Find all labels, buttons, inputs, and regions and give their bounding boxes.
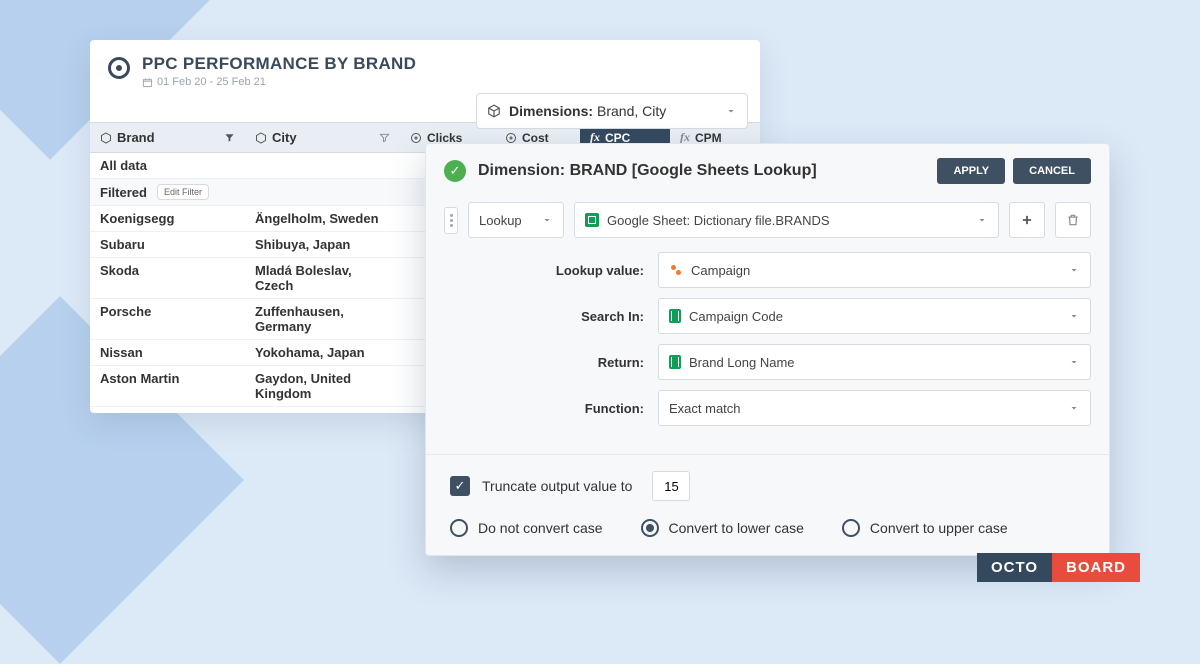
campaign-icon (669, 263, 683, 277)
truncate-label: Truncate output value to (482, 478, 632, 494)
lookup-value-select[interactable]: Campaign (658, 252, 1091, 288)
return-select[interactable]: Brand Long Name (658, 344, 1091, 380)
function-select[interactable]: Exact match (658, 390, 1091, 426)
search-in-label: Search In: (444, 309, 644, 324)
brand-cell: Skoda (90, 258, 245, 298)
radio-upper[interactable]: Convert to upper case (842, 519, 1008, 537)
delete-button[interactable] (1055, 202, 1091, 238)
edit-filter-button[interactable]: Edit Filter (157, 184, 209, 200)
chevron-down-icon (976, 214, 988, 226)
cancel-button[interactable]: CANCEL (1013, 158, 1091, 184)
col-city[interactable]: City (245, 123, 400, 152)
city-cell: Shibuya, Japan (245, 232, 400, 257)
col-brand[interactable]: Brand (90, 123, 245, 152)
dialog-title: Dimension: BRAND [Google Sheets Lookup] (478, 162, 817, 180)
chevron-down-icon (1068, 310, 1080, 322)
radio-icon (842, 519, 860, 537)
cube-icon (100, 132, 112, 144)
city-cell: Gaydon, United Kingdom (245, 366, 400, 406)
check-icon: ✓ (444, 160, 466, 182)
brand-cell: Subaru (90, 232, 245, 257)
city-cell: Zuffenhausen, Germany (245, 299, 400, 339)
sheet-source-select[interactable]: Google Sheet: Dictionary file.BRANDS (574, 202, 999, 238)
calendar-icon (142, 77, 153, 88)
report-title: PPC PERFORMANCE BY BRAND (142, 54, 416, 74)
filter-icon[interactable] (224, 132, 235, 143)
truncate-input[interactable] (652, 471, 690, 501)
city-cell: Yokohama, Japan (245, 340, 400, 365)
chevron-down-icon (541, 214, 553, 226)
column-icon (669, 309, 681, 323)
apply-button[interactable]: APPLY (937, 158, 1005, 184)
report-icon (108, 57, 130, 79)
radio-lower[interactable]: Convert to lower case (641, 519, 804, 537)
octoboard-logo: OCTO BOARD (977, 553, 1140, 582)
lookup-type-select[interactable]: Lookup (468, 202, 564, 238)
return-label: Return: (444, 355, 644, 370)
brand-cell: Aston Martin (90, 366, 245, 406)
brand-cell: Porsche (90, 299, 245, 339)
dimension-dialog: ✓ Dimension: BRAND [Google Sheets Lookup… (425, 143, 1110, 556)
truncate-checkbox[interactable]: ✓ (450, 476, 470, 496)
dimensions-select[interactable]: Dimensions: Brand, City (476, 93, 748, 129)
city-cell: Mladá Boleslav, Czech (245, 258, 400, 298)
chevron-down-icon (1068, 264, 1080, 276)
search-in-select[interactable]: Campaign Code (658, 298, 1091, 334)
filter-icon[interactable] (379, 132, 390, 143)
drag-handle[interactable] (444, 207, 458, 234)
radio-icon-selected (641, 519, 659, 537)
sheets-icon (585, 213, 599, 227)
cube-icon (487, 104, 501, 118)
function-label: Function: (444, 401, 644, 416)
add-button[interactable] (1009, 202, 1045, 238)
chevron-down-icon (1068, 402, 1080, 414)
plus-icon (1020, 213, 1034, 227)
target-icon (505, 132, 517, 144)
cube-icon (255, 132, 267, 144)
chevron-down-icon (725, 105, 737, 117)
target-icon (410, 132, 422, 144)
brand-cell: Koenigsegg (90, 206, 245, 231)
date-range: 01 Feb 20 - 25 Feb 21 (142, 76, 416, 88)
trash-icon (1066, 213, 1080, 227)
radio-icon (450, 519, 468, 537)
lookup-value-label: Lookup value: (444, 263, 644, 278)
chevron-down-icon (1068, 356, 1080, 368)
city-cell: Ängelholm, Sweden (245, 206, 400, 231)
brand-cell: Nissan (90, 340, 245, 365)
radio-no-convert[interactable]: Do not convert case (450, 519, 603, 537)
column-icon (669, 355, 681, 369)
